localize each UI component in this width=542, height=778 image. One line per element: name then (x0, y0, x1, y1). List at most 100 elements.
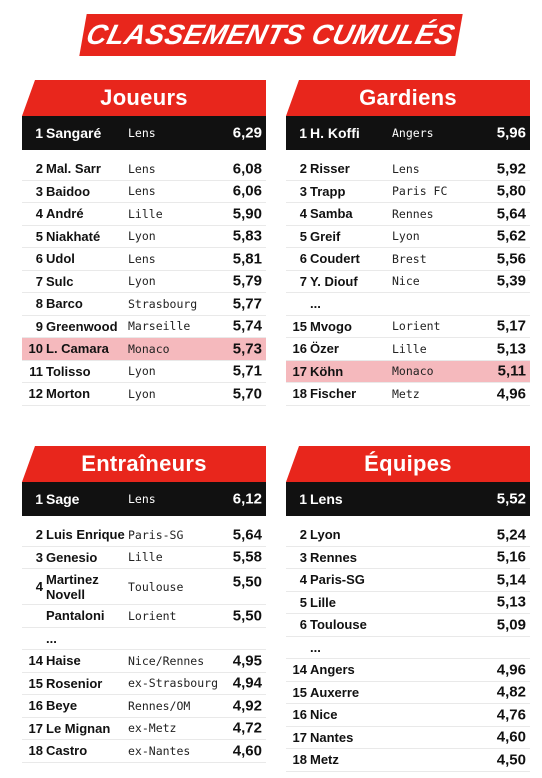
row-rank: 1 (35, 491, 43, 507)
panel-joueurs-title: Joueurs (100, 85, 188, 110)
row-club: ex-Strasbourg (128, 676, 219, 691)
row-rank: 17 (28, 720, 43, 736)
row-value: 4,50 (496, 751, 526, 769)
row-club: Lorient (392, 319, 441, 334)
row-value: 4,72 (232, 719, 262, 737)
row-club: Lens (128, 126, 156, 140)
row-rank: 18 (28, 743, 43, 759)
row-name: Baidoo (46, 183, 91, 199)
row-value: 4,94 (232, 674, 262, 692)
row-value: 4,82 (496, 683, 526, 701)
row-name: Nantes (310, 729, 354, 745)
table-row-highlighted: 17 Köhn Monaco 5,11 (286, 360, 530, 383)
row-club: Nice (392, 274, 420, 289)
row-name: André (46, 206, 84, 222)
row-rank: 3 (35, 183, 43, 199)
row-value: 5,58 (232, 548, 262, 566)
panel-joueurs: Joueurs 1 Sangaré Lens 6,29 2 Mal. Sarr Le… (22, 80, 266, 406)
row-club: Lens (392, 161, 420, 176)
row-name: Özer (310, 341, 339, 357)
ellipsis-row: ... (286, 637, 530, 659)
table-row: 1 Sage Lens 6,12 (22, 482, 266, 516)
table-row: 16 Özer Lille 5,13 (286, 338, 530, 361)
row-value: 5,64 (232, 526, 262, 544)
row-club: ex-Nantes (128, 743, 191, 758)
row-value: 5,83 (232, 227, 262, 245)
row-ellipsis: ... (46, 630, 57, 646)
row-name: L. Camara (46, 341, 109, 357)
row-rank: 9 (35, 318, 43, 334)
row-value: 5,09 (496, 616, 526, 634)
row-rank: 5 (35, 228, 43, 244)
row-name: Metz (310, 752, 339, 768)
row-name: Paris-SG (310, 572, 365, 588)
row-value: 5,52 (496, 490, 526, 508)
row-ellipsis: ... (310, 639, 321, 655)
row-name: Köhn (310, 363, 344, 379)
row-value: 5,14 (496, 571, 526, 589)
row-club: Lens (128, 161, 156, 176)
panel-equipes-title: Équipes (364, 451, 452, 476)
row-club: Paris-SG (128, 527, 184, 542)
row-rank: 11 (29, 363, 43, 379)
row-value: 5,39 (496, 272, 526, 290)
row-value: 4,96 (496, 661, 526, 679)
table-row: 15 Rosenior ex-Strasbourg 4,94 (22, 673, 266, 695)
row-value: 5,24 (496, 526, 526, 544)
row-name: Coudert (310, 251, 360, 267)
table-row: 5 Lille 5,13 (286, 592, 530, 614)
row-value: 5,70 (232, 385, 262, 403)
row-value: 5,80 (496, 182, 526, 200)
row-value: 6,29 (232, 124, 262, 142)
table-row: 1 Lens 5,52 (286, 482, 530, 516)
row-club: Paris FC (392, 184, 448, 199)
row-value: 5,17 (496, 317, 526, 335)
row-name: Fischer (310, 386, 357, 402)
row-club: Lyon (128, 274, 156, 289)
table-row: 4 Paris-SG 5,14 (286, 569, 530, 592)
row-value: 5,56 (496, 250, 526, 268)
row-rank: 16 (292, 341, 307, 357)
row-rank: 14 (292, 662, 307, 678)
row-rank: 2 (35, 161, 43, 177)
row-rank: 16 (292, 707, 307, 723)
table-row: 16 Beye Rennes/OM 4,92 (22, 695, 266, 718)
table-row: 8 Barco Strasbourg 5,77 (22, 293, 266, 316)
row-value: 5,71 (232, 362, 262, 380)
row-name: Beye (46, 698, 78, 714)
row-rank: 2 (35, 527, 43, 543)
row-rank: 2 (299, 527, 307, 543)
row-value: 5,11 (497, 362, 526, 380)
table-row: 15 Mvogo Lorient 5,17 (286, 316, 530, 338)
table-row: 1 H. Koffi Angers 5,96 (286, 116, 530, 150)
row-value: 5,64 (496, 205, 526, 223)
table-row: 2 Risser Lens 5,92 (286, 158, 530, 181)
row-rank: 3 (299, 183, 307, 199)
row-rank: 10 (28, 341, 43, 357)
row-club: Monaco (392, 364, 434, 379)
row-name: Morton (46, 386, 91, 402)
row-rank: 8 (35, 296, 43, 312)
row-rank: 16 (28, 698, 43, 714)
table-row: 7 Sulc Lyon 5,79 (22, 271, 266, 293)
row-club: Rennes (392, 206, 434, 221)
row-value: 5,90 (232, 205, 262, 223)
panel-entraineurs: Entraîneurs 1 Sage Lens 6,12 2 Luis Enriq… (22, 446, 266, 763)
table-row: 2 Luis Enrique Paris-SG 5,64 (22, 524, 266, 547)
panel-equipes-header: Équipes (286, 446, 530, 482)
table-row: 4 Samba Rennes 5,64 (286, 203, 530, 226)
row-value: 4,95 (232, 652, 262, 670)
table-row: 9 Greenwood Marseille 5,74 (22, 316, 266, 338)
row-club: Nice/Rennes (128, 653, 205, 668)
row-value: 5,13 (496, 340, 526, 358)
row-rank: 15 (292, 684, 307, 700)
row-rank: 2 (299, 161, 307, 177)
table-row: 7 Y. Diouf Nice 5,39 (286, 271, 530, 293)
row-name: Angers (310, 662, 355, 678)
row-name: Udol (46, 251, 75, 267)
table-row: 15 Auxerre 4,82 (286, 682, 530, 704)
row-value: 5,92 (496, 160, 526, 178)
row-rank: 6 (299, 251, 307, 267)
table-row: 4 Martinez Novell Toulouse 5,50 (22, 569, 266, 605)
row-rank: 17 (292, 363, 307, 379)
